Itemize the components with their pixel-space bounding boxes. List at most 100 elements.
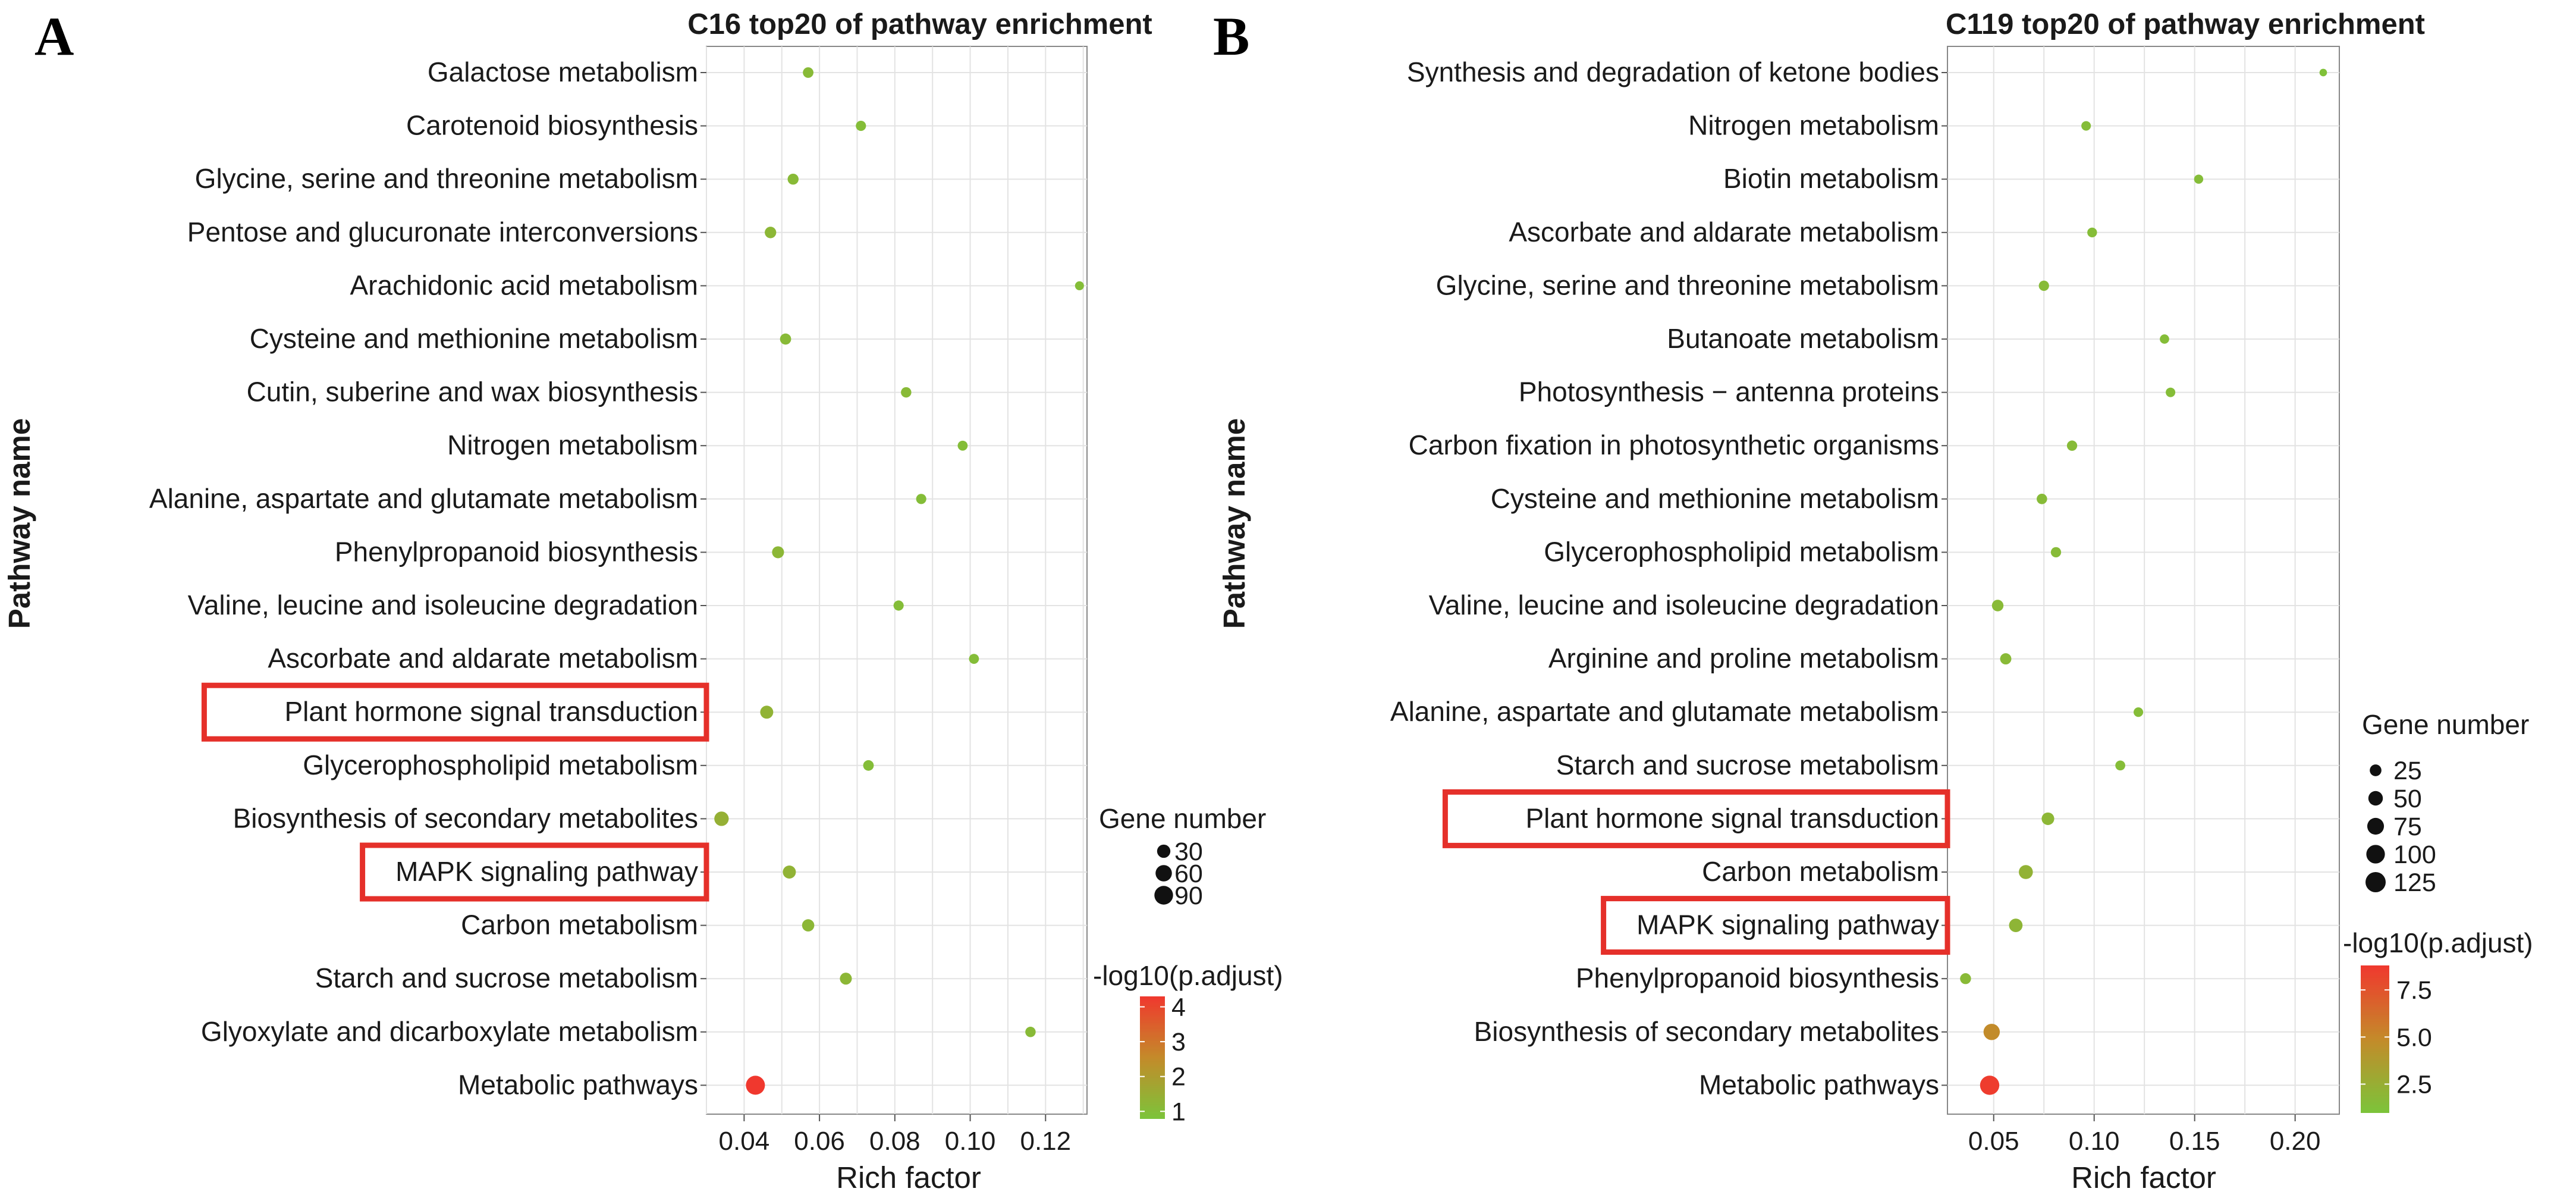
color-bar-segment bbox=[1140, 1070, 1165, 1073]
color-bar-segment bbox=[2361, 1080, 2389, 1084]
pathway-label: Valine, leucine and isoleucine degradati… bbox=[188, 589, 698, 620]
data-point bbox=[802, 919, 815, 932]
color-bar-segment bbox=[2361, 1061, 2389, 1064]
pathway-label: MAPK signaling pathway bbox=[395, 856, 698, 887]
x-axis-title: Rich factor bbox=[836, 1161, 981, 1194]
data-point bbox=[1960, 973, 1971, 984]
data-point bbox=[787, 173, 799, 185]
color-bar-segment bbox=[2361, 980, 2389, 983]
color-bar-segment bbox=[2361, 984, 2389, 989]
color-bar-label: 4 bbox=[1171, 993, 1186, 1022]
color-bar-segment bbox=[1140, 1034, 1165, 1038]
color-bar-segment bbox=[2361, 1073, 2389, 1077]
color-bar-segment bbox=[2361, 1105, 2389, 1108]
pathway-label: Photosynthesis − antenna proteins bbox=[1519, 377, 1939, 407]
pathway-label: Valine, leucine and isoleucine degradati… bbox=[1429, 589, 1939, 620]
color-bar-segment bbox=[1140, 1033, 1165, 1036]
color-bar-segment bbox=[1140, 1014, 1165, 1018]
color-bar-segment bbox=[1140, 1083, 1165, 1087]
color-bar-segment bbox=[2361, 1068, 2389, 1072]
color-bar-segment bbox=[2361, 1109, 2389, 1113]
color-bar-segment bbox=[1140, 1000, 1165, 1004]
x-tick-label: 0.06 bbox=[794, 1127, 845, 1156]
size-key-dot bbox=[2366, 845, 2385, 864]
data-point bbox=[2166, 387, 2176, 397]
color-bar-segment bbox=[1140, 1086, 1165, 1089]
pathway-label: Pentose and glucuronate interconversions bbox=[187, 217, 698, 247]
color-bar-segment bbox=[1140, 1049, 1165, 1052]
data-point bbox=[2009, 918, 2023, 932]
x-tick-label: 0.05 bbox=[1968, 1127, 2019, 1156]
color-bar-segment bbox=[2361, 1041, 2389, 1045]
color-bar-segment bbox=[1140, 1106, 1165, 1109]
color-bar-segment bbox=[2361, 1048, 2389, 1052]
pathway-label: Glycine, serine and threonine metabolism bbox=[195, 163, 698, 194]
color-bar-segment bbox=[1140, 1094, 1165, 1097]
data-point bbox=[2038, 280, 2049, 291]
data-point bbox=[2115, 760, 2125, 771]
color-bar-segment bbox=[2361, 1075, 2389, 1079]
color-bar-segment bbox=[2361, 1031, 2389, 1035]
color-bar-segment bbox=[1140, 1055, 1165, 1058]
data-point bbox=[863, 760, 874, 771]
color-bar-segment bbox=[1140, 1077, 1165, 1081]
color-bar-label: 5.0 bbox=[2396, 1023, 2432, 1052]
color-bar-segment bbox=[2361, 1006, 2389, 1011]
color-bar-segment bbox=[1140, 1063, 1165, 1067]
color-bar-segment bbox=[1140, 1071, 1165, 1074]
pathway-label: Cysteine and methionine metabolism bbox=[250, 323, 698, 354]
pathway-label: Plant hormone signal transduction bbox=[1525, 802, 1939, 833]
size-key-dot bbox=[1155, 865, 1172, 882]
x-tick-label: 0.08 bbox=[869, 1127, 921, 1156]
color-bar-segment bbox=[2361, 1058, 2389, 1062]
pathway-label: Biosynthesis of secondary metabolites bbox=[233, 802, 698, 833]
color-bar-segment bbox=[2361, 999, 2389, 1003]
data-point bbox=[2081, 121, 2091, 131]
color-bar-label: 2.5 bbox=[2396, 1071, 2432, 1099]
color-bar-segment bbox=[1140, 1102, 1165, 1105]
data-point bbox=[2319, 68, 2327, 77]
plot-area bbox=[1947, 46, 2340, 1115]
pathway-label: Phenylpropanoid biosynthesis bbox=[1576, 962, 1939, 993]
color-bar-segment bbox=[2361, 1024, 2389, 1027]
pathway-label: Ascorbate and aldarate metabolism bbox=[1509, 217, 1939, 247]
data-point bbox=[916, 494, 926, 504]
size-key-dot bbox=[1154, 886, 1173, 905]
size-key-label: 60 bbox=[1174, 860, 1203, 888]
size-key-label: 75 bbox=[2393, 813, 2422, 841]
pathway-label: Phenylpropanoid biosynthesis bbox=[335, 536, 698, 567]
color-bar-segment bbox=[1140, 1057, 1165, 1060]
color-bar-segment bbox=[2361, 1102, 2389, 1106]
size-legend-title: Gene number bbox=[2362, 709, 2529, 740]
data-point bbox=[2160, 334, 2169, 344]
x-tick-label: 0.10 bbox=[2069, 1127, 2120, 1156]
x-axis-title: Rich factor bbox=[2071, 1161, 2216, 1194]
color-bar-segment bbox=[2361, 1039, 2389, 1042]
color-bar-segment bbox=[1140, 1010, 1165, 1014]
data-point bbox=[765, 227, 777, 239]
size-key-label: 90 bbox=[1174, 882, 1203, 910]
color-bar-segment bbox=[1140, 1114, 1165, 1117]
pathway-label: Nitrogen metabolism bbox=[447, 429, 698, 460]
color-bar-segment bbox=[2361, 1090, 2389, 1094]
pathway-label: Carotenoid biosynthesis bbox=[406, 110, 698, 141]
color-bar-segment bbox=[2361, 1051, 2389, 1055]
data-point bbox=[2019, 865, 2033, 879]
color-bar-segment bbox=[1140, 1002, 1165, 1005]
color-bar-segment bbox=[2361, 997, 2389, 1001]
x-tick-label: 0.15 bbox=[2169, 1127, 2220, 1156]
data-point bbox=[2050, 547, 2062, 558]
color-bar-label: 3 bbox=[1171, 1028, 1186, 1056]
color-bar-segment bbox=[2361, 1026, 2389, 1030]
pathway-label: Biosynthesis of secondary metabolites bbox=[1474, 1016, 1939, 1047]
pathway-label: Cysteine and methionine metabolism bbox=[1491, 483, 1939, 514]
color-bar-segment bbox=[2361, 1093, 2389, 1096]
color-bar-segment bbox=[1140, 1021, 1165, 1024]
color-bar-segment bbox=[1140, 1090, 1165, 1093]
color-bar-segment bbox=[1140, 1087, 1165, 1091]
data-point bbox=[1075, 281, 1084, 290]
highlight-box bbox=[360, 842, 709, 902]
color-bar-segment bbox=[2361, 1021, 2389, 1025]
panel-label: A bbox=[34, 6, 74, 67]
highlight-box bbox=[1601, 896, 1950, 955]
